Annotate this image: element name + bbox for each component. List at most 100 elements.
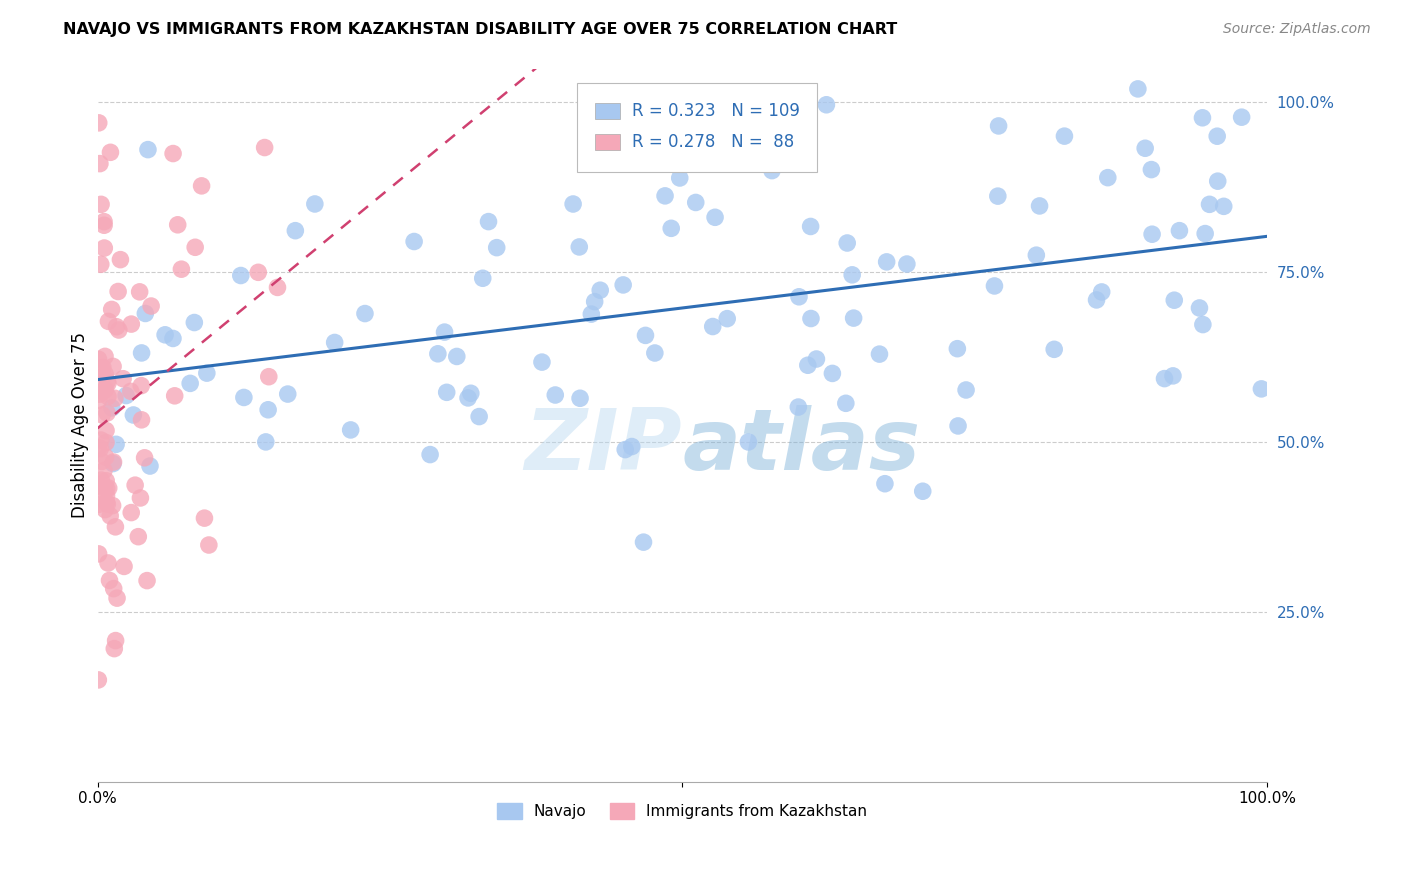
- Point: [685, 195, 707, 210]
- Point: [91, 384, 114, 398]
- Point: [668, 171, 690, 186]
- Point: [131, 346, 153, 360]
- Point: [101, 401, 124, 415]
- Point: [841, 268, 863, 282]
- Point: [277, 387, 299, 401]
- Point: [94, 502, 117, 516]
- Point: [644, 346, 666, 360]
- Point: [229, 268, 252, 283]
- Point: [97, 556, 120, 570]
- Point: [90, 257, 112, 271]
- Point: [193, 511, 215, 525]
- Point: [195, 366, 218, 380]
- Point: [1140, 162, 1163, 177]
- Point: [190, 178, 212, 193]
- Text: Source: ZipAtlas.com: Source: ZipAtlas.com: [1223, 22, 1371, 37]
- Point: [1091, 285, 1114, 299]
- Point: [105, 591, 128, 606]
- Point: [468, 409, 491, 424]
- Point: [583, 294, 606, 309]
- Point: [257, 402, 280, 417]
- Point: [339, 423, 361, 437]
- Point: [987, 189, 1010, 203]
- Point: [131, 413, 153, 427]
- Point: [96, 406, 118, 420]
- Point: [1025, 248, 1047, 262]
- Text: R = 0.278   N =  88: R = 0.278 N = 88: [633, 133, 794, 151]
- Point: [120, 384, 142, 399]
- Point: [112, 559, 135, 574]
- Point: [90, 370, 112, 384]
- Point: [568, 240, 591, 254]
- Point: [89, 387, 111, 401]
- Text: ZIP: ZIP: [524, 405, 682, 488]
- Point: [842, 311, 865, 326]
- Point: [1053, 129, 1076, 144]
- Point: [1043, 343, 1066, 357]
- Point: [129, 378, 152, 392]
- Point: [716, 311, 738, 326]
- Point: [120, 317, 142, 331]
- Point: [163, 389, 186, 403]
- Point: [436, 385, 458, 400]
- Point: [97, 481, 120, 495]
- Point: [124, 478, 146, 492]
- Point: [105, 437, 128, 451]
- Y-axis label: Disability Age Over 75: Disability Age Over 75: [72, 332, 89, 518]
- Point: [835, 396, 858, 410]
- Point: [94, 368, 117, 382]
- Point: [806, 351, 828, 366]
- Point: [94, 350, 117, 364]
- Point: [129, 491, 152, 505]
- Point: [761, 163, 783, 178]
- Point: [612, 277, 634, 292]
- Point: [96, 474, 118, 488]
- Point: [87, 673, 110, 687]
- Point: [90, 197, 112, 211]
- Point: [122, 408, 145, 422]
- Point: [183, 316, 205, 330]
- Point: [637, 122, 659, 136]
- Point: [1161, 368, 1184, 383]
- Point: [1188, 301, 1211, 315]
- Point: [1097, 170, 1119, 185]
- Point: [792, 153, 814, 168]
- FancyBboxPatch shape: [595, 103, 620, 120]
- Point: [93, 241, 115, 255]
- Point: [136, 143, 159, 157]
- Point: [91, 408, 114, 422]
- Point: [1250, 382, 1272, 396]
- Point: [1206, 129, 1229, 144]
- Point: [1212, 199, 1234, 213]
- Point: [873, 476, 896, 491]
- FancyBboxPatch shape: [576, 83, 817, 172]
- Point: [89, 156, 111, 170]
- Point: [702, 319, 724, 334]
- Point: [101, 499, 124, 513]
- Point: [87, 497, 110, 511]
- Point: [787, 290, 810, 304]
- Point: [471, 271, 494, 285]
- Point: [800, 311, 823, 326]
- FancyBboxPatch shape: [595, 134, 620, 150]
- Point: [153, 327, 176, 342]
- Point: [1191, 111, 1213, 125]
- Point: [589, 283, 612, 297]
- Point: [97, 390, 120, 404]
- Point: [93, 219, 115, 233]
- Point: [87, 547, 110, 561]
- Point: [184, 240, 207, 254]
- Point: [284, 224, 307, 238]
- Point: [91, 363, 114, 377]
- Point: [620, 440, 643, 454]
- Point: [1192, 318, 1215, 332]
- Point: [654, 189, 676, 203]
- Point: [87, 116, 110, 130]
- Point: [911, 484, 934, 499]
- Point: [170, 262, 193, 277]
- Point: [103, 641, 125, 656]
- Point: [1133, 141, 1156, 155]
- Point: [93, 481, 115, 495]
- Point: [266, 280, 288, 294]
- Point: [97, 376, 120, 391]
